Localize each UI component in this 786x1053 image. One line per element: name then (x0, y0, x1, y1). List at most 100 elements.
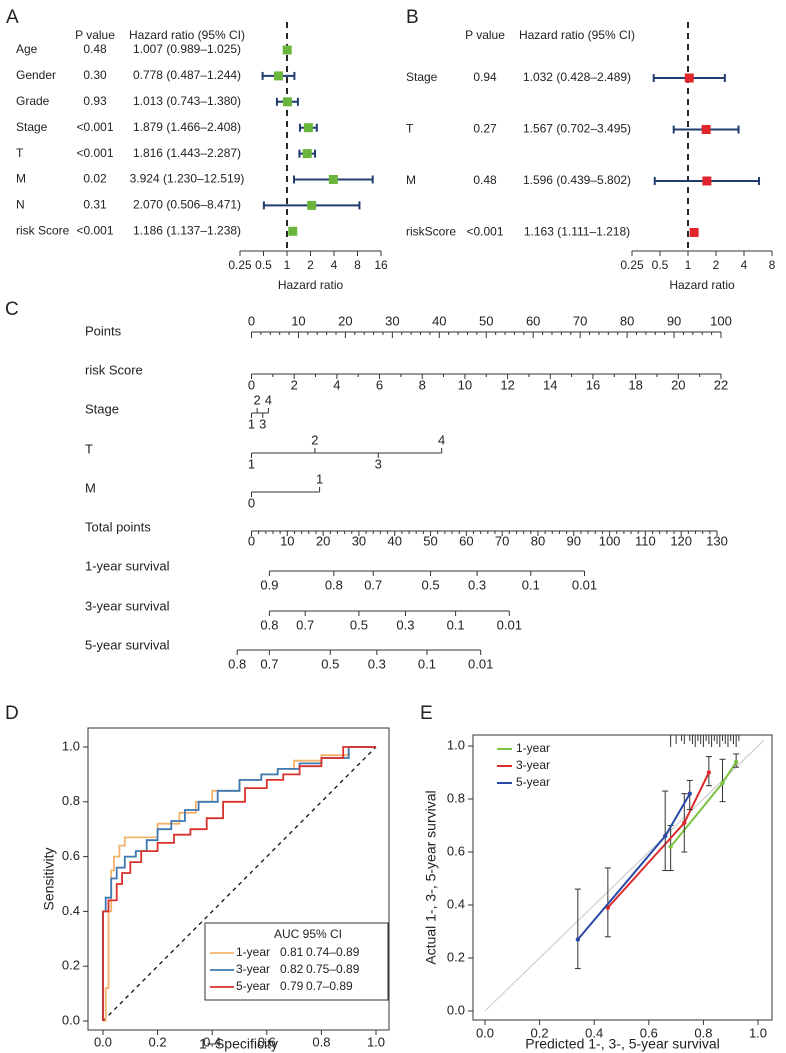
x-tick-label: 0.8 (312, 1034, 330, 1049)
survival-tick-label: 0.3 (368, 656, 386, 671)
diagonal-reference (102, 746, 377, 1022)
survival-tick-label: 0.01 (497, 617, 522, 632)
row-p-value: <0.001 (76, 223, 113, 237)
survival-tick-label: 0.1 (522, 577, 540, 592)
survival-tick-label: 0.8 (228, 656, 246, 671)
total-points-tick-label: 70 (495, 533, 509, 548)
legend-ci: 0.74–0.89 (306, 945, 360, 959)
plot-frame (472, 734, 773, 1021)
survival-tick-label: 0.7 (296, 617, 314, 632)
survival-tick-label: 0.5 (421, 577, 439, 592)
points-tick-label: 90 (667, 313, 681, 328)
row-hazard-ratio: 1.567 (0.702–3.495) (523, 122, 631, 136)
survival-tick-label: 0.01 (572, 577, 597, 592)
panel-label: C (5, 299, 19, 320)
row-hazard-ratio: 1.163 (1.111–1.218) (524, 225, 630, 239)
row-hazard-ratio: 2.070 (0.506–8.471) (133, 198, 241, 212)
risk-score-tick-label: 4 (333, 377, 340, 392)
x-tick-label: 1 (284, 258, 291, 272)
row-p-value: 0.48 (83, 42, 107, 56)
x-tick-label: 2 (713, 258, 720, 272)
stage-level-label: 4 (265, 392, 272, 407)
row-p-value: 0.02 (83, 172, 107, 186)
tstage-level-label: 2 (311, 432, 318, 447)
mstage-level-label: 0 (248, 495, 255, 510)
hr-marker (328, 175, 338, 184)
total-points-tick-label: 50 (423, 533, 437, 548)
nomogram-row-label: T (85, 441, 93, 456)
panel-b-forest-plot: B P value Hazard ratio (95% CI) Stage 0.94 1.… (406, 7, 776, 292)
hr-marker (288, 226, 298, 236)
x-tick-label: 8 (354, 258, 361, 272)
points-tick-label: 100 (710, 313, 732, 328)
hr-marker (273, 71, 283, 81)
y-tick-label: 1.0 (447, 737, 465, 752)
nomogram-row-label: 3-year survival (85, 598, 170, 613)
row-p-value: 0.94 (473, 70, 497, 84)
y-tick-label: 0.6 (62, 848, 80, 863)
points-tick-label: 20 (338, 313, 352, 328)
points-tick-label: 50 (479, 313, 493, 328)
risk-score-tick-label: 10 (458, 377, 472, 392)
points-tick-label: 80 (620, 313, 634, 328)
survival-tick-label: 0.1 (447, 617, 465, 632)
stage-level-label: 1 (248, 416, 255, 431)
calibration-point (706, 770, 712, 775)
panel-label: D (5, 703, 19, 724)
row-p-value: 0.27 (473, 122, 497, 136)
x-tick-label: 0.8 (694, 1025, 712, 1040)
points-tick-label: 40 (432, 313, 446, 328)
x-tick-label: 1.0 (367, 1034, 385, 1049)
hr-marker (307, 200, 317, 210)
legend-series-name: 1-year (236, 945, 270, 959)
stage-level-label: 2 (254, 392, 261, 407)
row-p-value: 0.31 (83, 198, 107, 212)
risk-score-tick-label: 16 (586, 377, 600, 392)
nomogram-row-label: Stage (85, 401, 119, 416)
risk-score-tick-label: 12 (500, 377, 514, 392)
row-hazard-ratio: 1.879 (1.466–2.408) (133, 120, 241, 134)
total-points-tick-label: 130 (706, 533, 728, 548)
calibration-point (682, 820, 687, 826)
row-p-value: <0.001 (76, 146, 113, 160)
y-tick-label: 1.0 (62, 738, 80, 753)
calibration-point (662, 833, 668, 839)
survival-tick-label: 0.8 (260, 617, 278, 632)
points-tick-label: 70 (573, 313, 587, 328)
risk-score-tick-label: 20 (671, 377, 685, 392)
row-hazard-ratio: 1.007 (0.989–1.025) (133, 42, 241, 56)
legend-series-name: 5-year (516, 775, 550, 789)
survival-tick-label: 0.7 (364, 577, 382, 592)
total-points-tick-label: 100 (599, 533, 621, 548)
row-hazard-ratio: 1.013 (0.743–1.380) (133, 94, 241, 108)
survival-tick-label: 0.01 (468, 656, 493, 671)
survival-tick-label: 0.1 (418, 656, 436, 671)
panel-label: B (406, 7, 419, 28)
points-tick-label: 10 (291, 313, 305, 328)
row-label: T (16, 146, 24, 160)
y-tick-label: 0.2 (447, 949, 465, 964)
hr-marker (282, 45, 292, 55)
row-label: T (406, 122, 414, 136)
row-label: Grade (16, 94, 50, 108)
x-tick-label: 0.2 (531, 1025, 549, 1040)
x-tick-label: 0.0 (476, 1025, 494, 1040)
tstage-level-label: 4 (438, 432, 445, 447)
points-tick-label: 60 (526, 313, 540, 328)
row-p-value: 0.48 (473, 173, 497, 187)
row-hazard-ratio: 1.186 (1.137–1.238) (133, 223, 241, 237)
risk-score-tick-label: 0 (248, 377, 255, 392)
panel-label: A (6, 7, 19, 28)
total-points-tick-label: 80 (531, 533, 545, 548)
hazard-ratio-header: Hazard ratio (95% CI) (519, 28, 635, 42)
risk-score-tick-label: 18 (628, 377, 642, 392)
x-tick-label: 0.4 (585, 1025, 603, 1040)
legend-series-name: 1-year (516, 741, 550, 755)
mstage-level-label: 1 (316, 471, 323, 486)
calibration-point (668, 844, 673, 849)
calibration-point (687, 791, 692, 796)
row-label: N (16, 198, 25, 212)
survival-tick-label: 0.3 (396, 617, 414, 632)
